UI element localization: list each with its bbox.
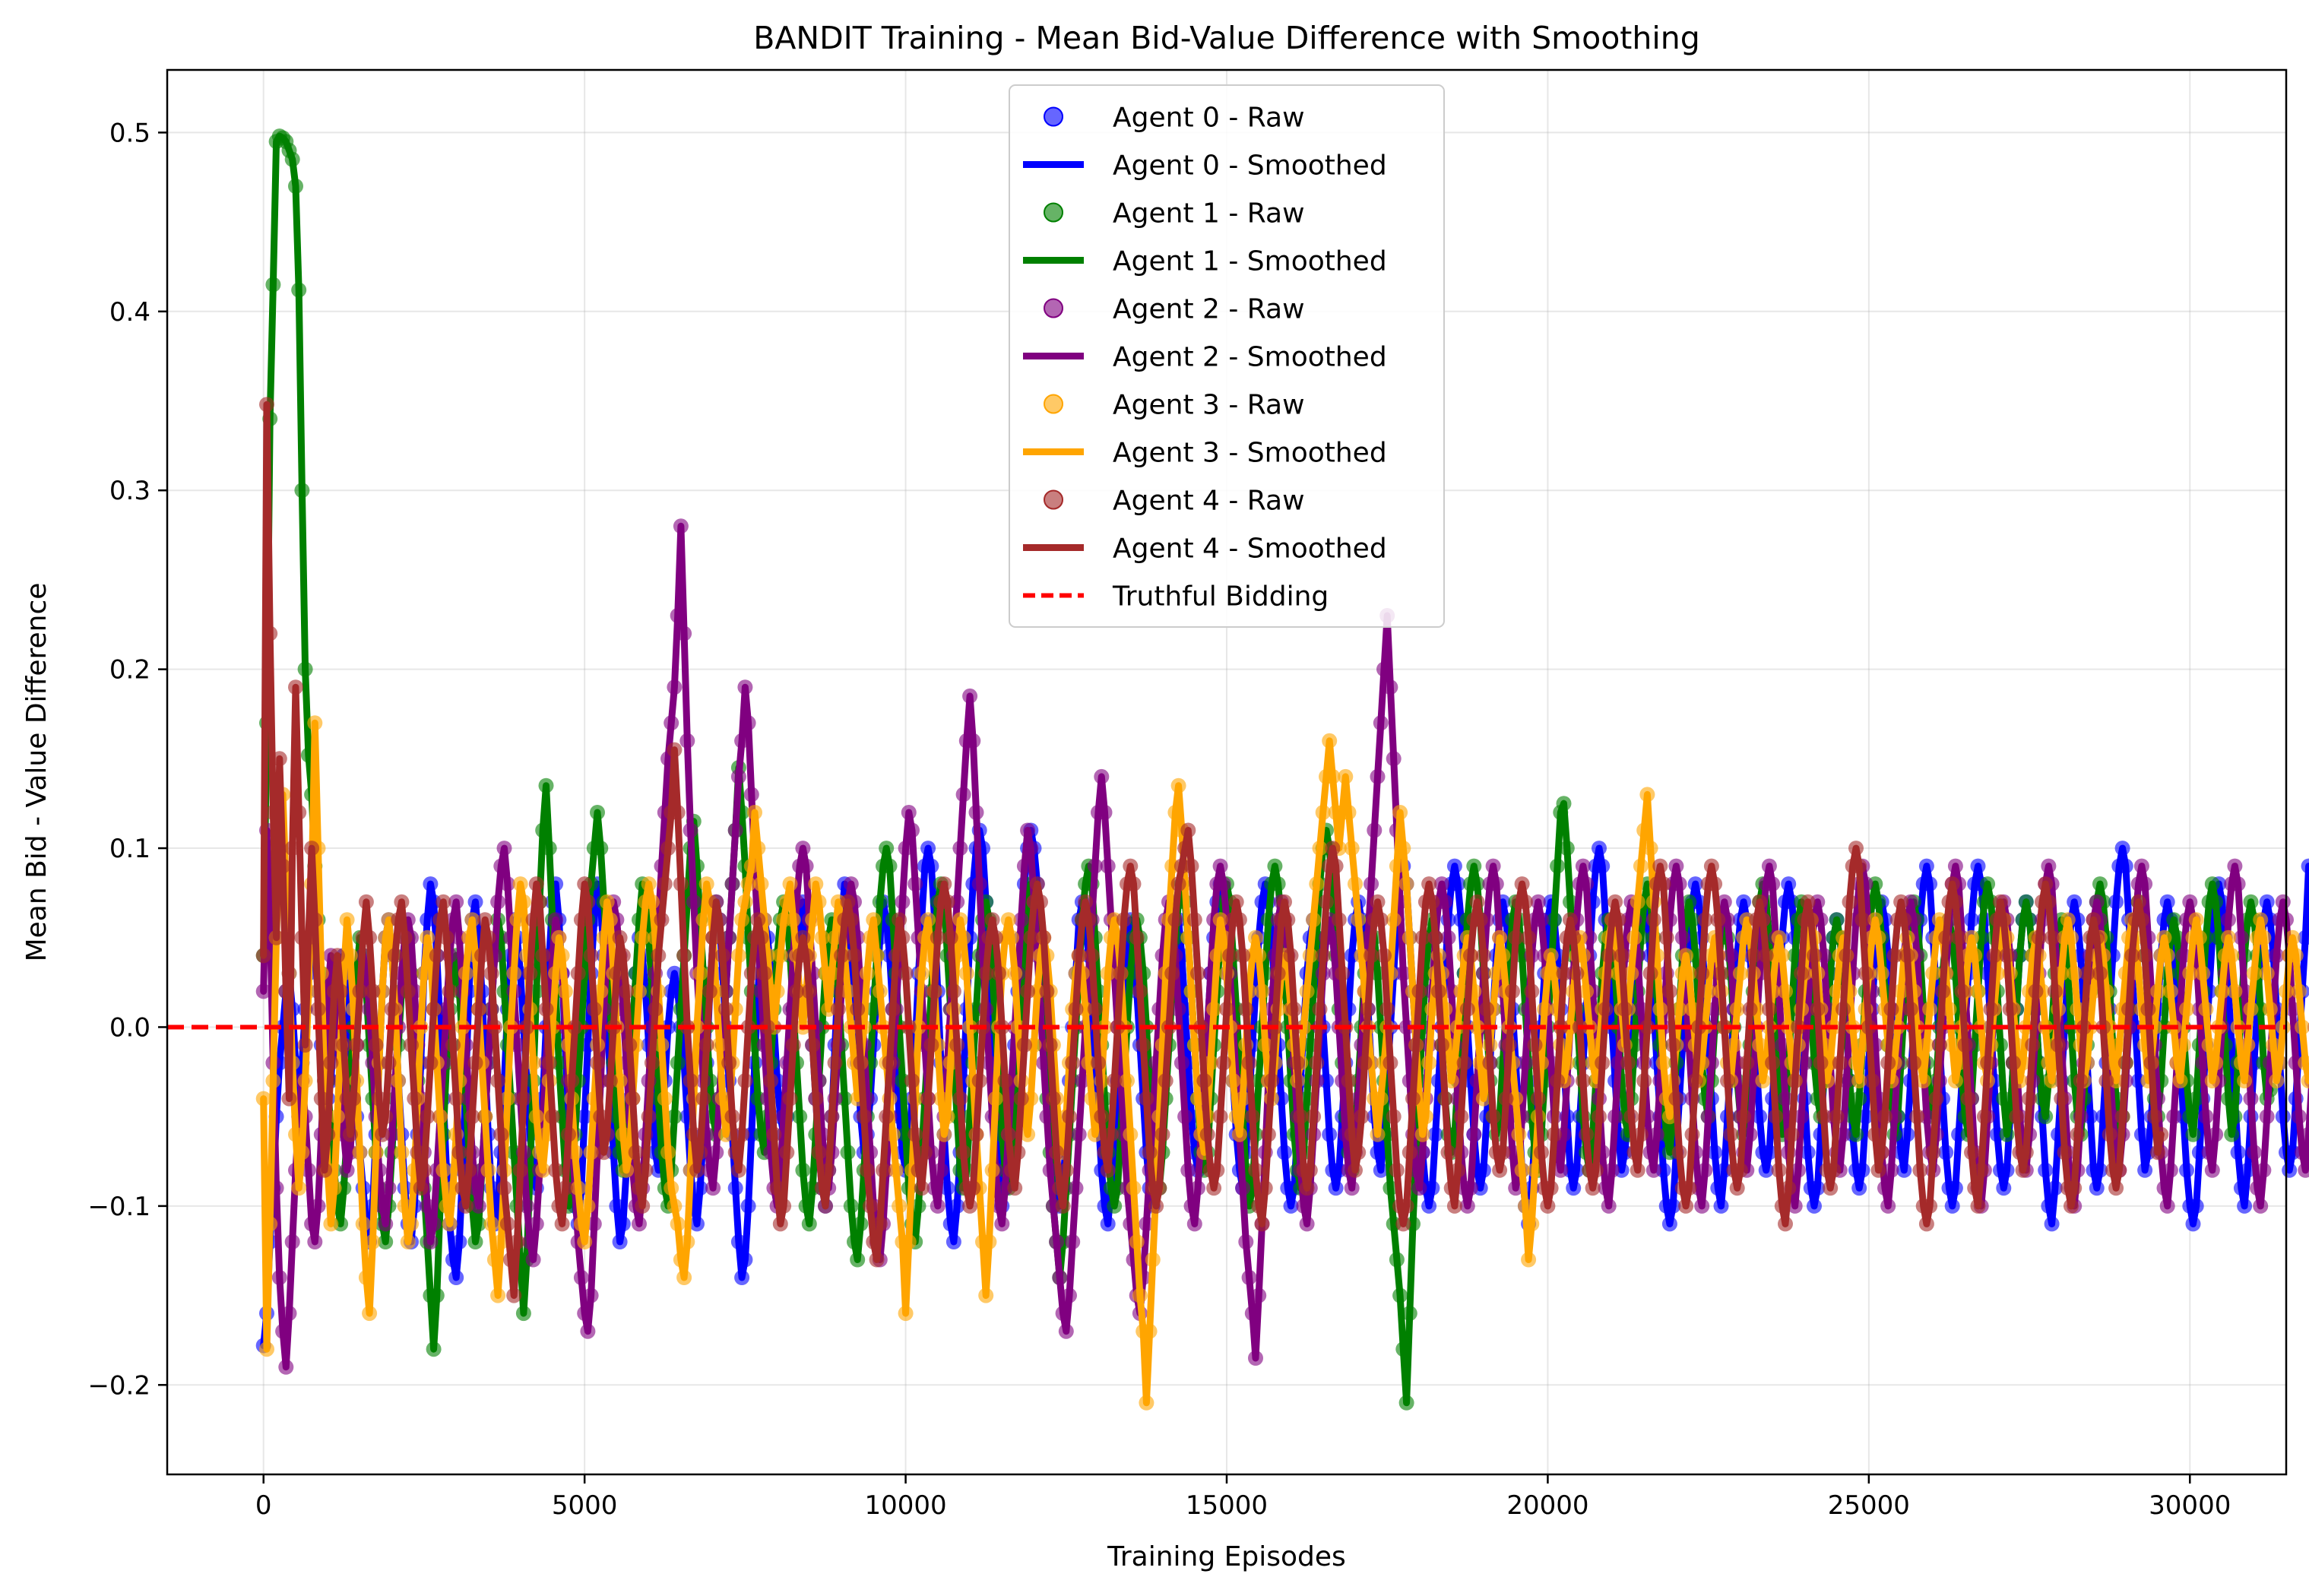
x-tick-label: 0	[255, 1490, 272, 1521]
x-tick-label: 25000	[1828, 1490, 1910, 1521]
smoothed-line-4	[260, 401, 2165, 1300]
legend: Agent 0 - Raw Agent 0 - Smoothed Agent 1 -…	[1009, 84, 1445, 628]
legend-label: Agent 0 - Smoothed	[1113, 150, 1387, 182]
x-tick-label: 20000	[1506, 1490, 1588, 1521]
y-tick-label: 0.4	[109, 297, 150, 328]
x-tick-label: 10000	[864, 1490, 946, 1521]
legend-label: Agent 2 - Raw	[1113, 294, 1305, 325]
axis-ticks: 0 5000 10000 15000 20000 25000 30000 −0.2 −0.1 0.…	[87, 118, 2231, 1521]
y-tick-label: 0.5	[109, 118, 150, 148]
legend-label: Agent 1 - Raw	[1113, 198, 1305, 230]
legend-label: Agent 4 - Raw	[1113, 486, 1305, 517]
legend-label: Truthful Bidding	[1112, 581, 1329, 613]
legend-box	[1009, 84, 1445, 628]
y-tick-label: 0.2	[109, 655, 150, 686]
legend-raw-marker	[1044, 394, 1063, 414]
plot-area	[255, 128, 2309, 1411]
legend-label: Agent 2 - Smoothed	[1113, 342, 1387, 373]
legend-label: Agent 1 - Smoothed	[1113, 246, 1387, 277]
x-tick-label: 30000	[2149, 1490, 2231, 1521]
y-tick-label: 0.0	[109, 1012, 150, 1043]
legend-label: Agent 3 - Raw	[1113, 390, 1305, 421]
legend-raw-marker	[1044, 202, 1063, 223]
series-4	[255, 397, 2169, 1303]
legend-raw-marker	[1044, 106, 1063, 127]
legend-label: Agent 0 - Raw	[1113, 103, 1305, 134]
y-tick-label: 0.1	[109, 834, 150, 864]
x-tick-label: 5000	[552, 1490, 618, 1521]
legend-raw-marker	[1044, 489, 1063, 510]
y-tick-label: −0.2	[87, 1370, 150, 1401]
legend-label: Agent 3 - Smoothed	[1113, 438, 1387, 469]
chart-title: BANDIT Training - Mean Bid-Value Differe…	[753, 20, 1700, 56]
y-tick-label: 0.3	[109, 476, 150, 506]
plot-frame	[166, 68, 2288, 1476]
legend-raw-marker	[1044, 298, 1063, 318]
y-axis-label: Mean Bid - Value Difference	[21, 583, 52, 962]
smoothed-line-3	[260, 719, 2309, 1407]
legend-label: Agent 4 - Smoothed	[1113, 534, 1387, 565]
x-tick-label: 15000	[1186, 1490, 1268, 1521]
y-tick-label: −0.1	[87, 1192, 150, 1222]
x-axis-label: Training Episodes	[1107, 1541, 1346, 1572]
